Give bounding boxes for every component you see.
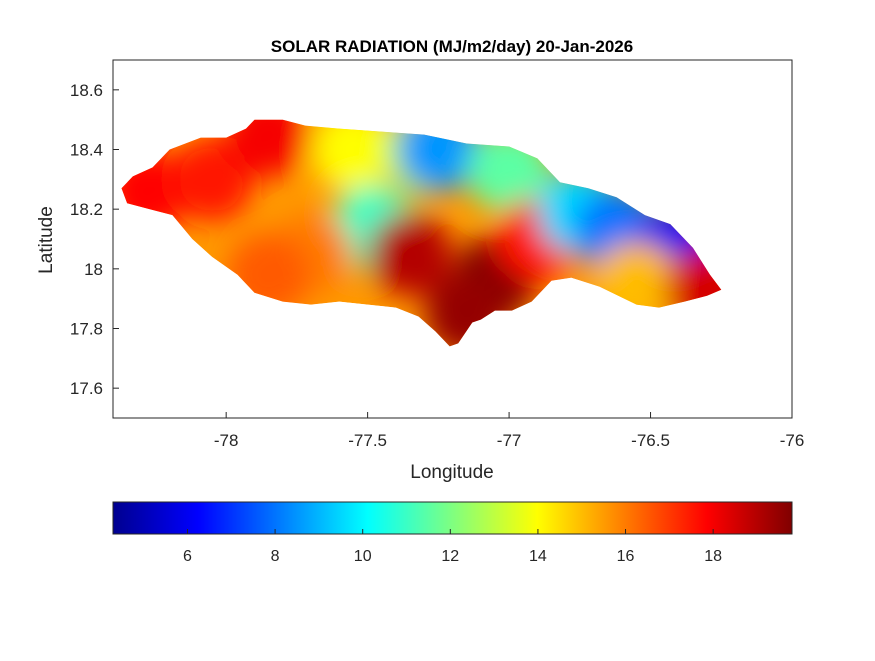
y-tick-label: 17.6 bbox=[70, 379, 103, 398]
x-tick-label: -77 bbox=[497, 431, 522, 450]
colorbar-tick-label: 10 bbox=[354, 548, 372, 565]
map-title: SOLAR RADIATION (MJ/m2/day) 20-Jan-2026 bbox=[271, 37, 633, 56]
x-tick-label: -77.5 bbox=[348, 431, 387, 450]
colorbar-tick-label: 8 bbox=[271, 548, 280, 565]
radiation-cell-1 bbox=[170, 137, 254, 222]
radiation-cell-10 bbox=[368, 211, 453, 296]
colorbar-ticks: 6 8 10 12 14 16 18 bbox=[183, 529, 722, 565]
y-axis-ticks: 17.6 17.8 18 18.2 18.4 18.6 bbox=[70, 81, 119, 398]
y-axis-label: Latitude bbox=[36, 206, 57, 274]
colorbar-tick-label: 16 bbox=[617, 548, 635, 565]
y-tick-label: 18 bbox=[84, 260, 103, 279]
y-tick-label: 17.8 bbox=[70, 320, 103, 339]
colorbar-tick-label: 12 bbox=[441, 548, 459, 565]
x-tick-label: -76 bbox=[780, 431, 805, 450]
x-tick-label: -78 bbox=[214, 431, 239, 450]
colorbar-tick-label: 18 bbox=[704, 548, 722, 565]
colorbar-tick-label: 6 bbox=[183, 548, 192, 565]
colorbar-tick-label: 14 bbox=[529, 548, 547, 565]
x-axis-ticks: -78 -77.5 -77 -76.5 -76 bbox=[214, 412, 804, 450]
x-tick-label: -76.5 bbox=[631, 431, 670, 450]
y-tick-label: 18.4 bbox=[70, 141, 103, 160]
colorbar bbox=[112, 501, 793, 535]
y-tick-label: 18.2 bbox=[70, 200, 103, 219]
y-tick-label: 18.6 bbox=[70, 81, 103, 100]
radiation-cell-2 bbox=[226, 119, 311, 177]
x-axis-label: Longitude bbox=[410, 462, 493, 483]
